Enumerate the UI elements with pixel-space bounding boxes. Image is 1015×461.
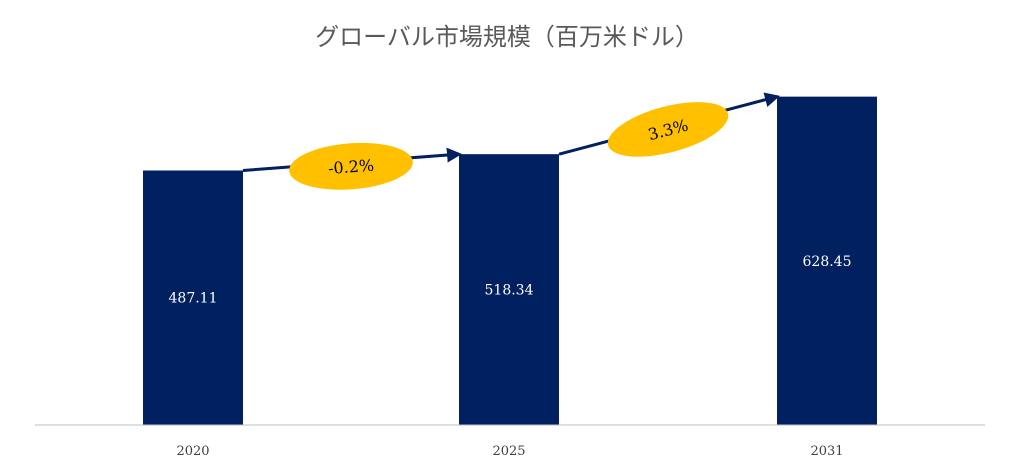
x-tick-2025: 2025	[492, 444, 525, 459]
x-tick-2020: 2020	[176, 444, 209, 459]
data-label-2020: 487.11	[169, 291, 218, 307]
bar-2031	[777, 96, 877, 425]
growth-callout-2025-2031: 3.3%	[607, 102, 729, 157]
bar-2020	[143, 170, 243, 425]
growth-callout-shape	[607, 102, 729, 157]
data-label-2025: 518.34	[485, 283, 534, 299]
growth-callout-shape	[289, 142, 413, 190]
growth-callout-2020-2025: -0.2%	[289, 142, 413, 190]
x-axis-ticks: 2020 2025 2031	[176, 444, 843, 459]
bar-2025	[459, 154, 559, 425]
data-label-2031: 628.45	[803, 254, 852, 270]
chart-title: グローバル市場規模（百万米ドル）	[315, 23, 699, 51]
bars-group: 487.11 518.34 628.45	[143, 96, 877, 425]
x-tick-2031: 2031	[810, 444, 843, 459]
growth-arrows-group: -0.2% 3.3%	[242, 92, 780, 190]
growth-label: -0.2%	[327, 156, 374, 178]
